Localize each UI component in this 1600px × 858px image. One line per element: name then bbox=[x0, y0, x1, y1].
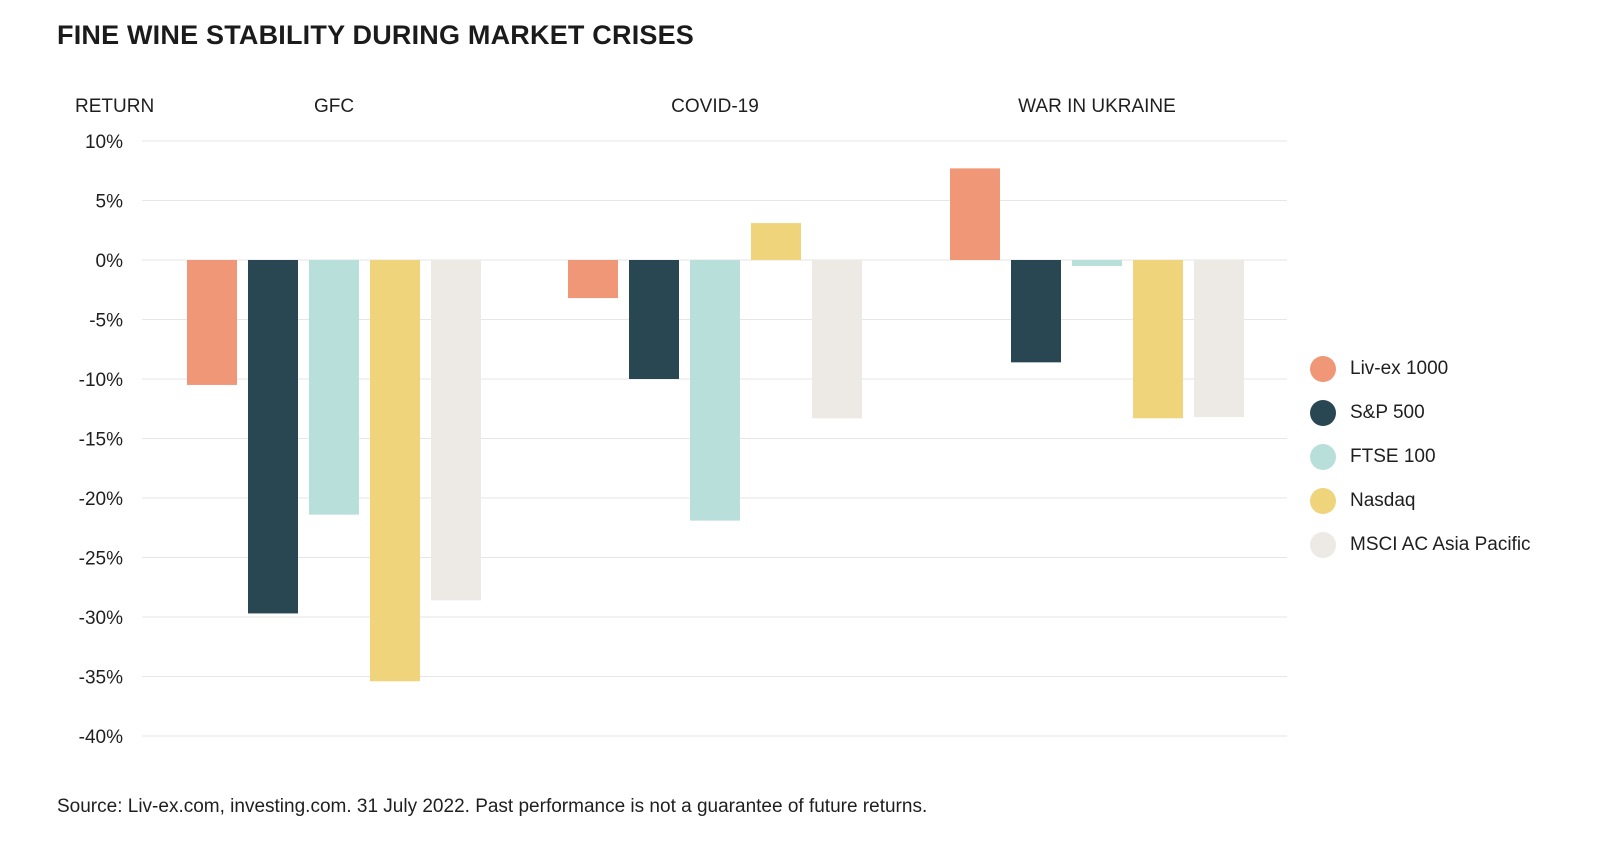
y-tick-label: -25% bbox=[79, 549, 123, 570]
source-note: Source: Liv-ex.com, investing.com. 31 Ju… bbox=[57, 796, 928, 817]
legend-item: Liv-ex 1000 bbox=[1310, 347, 1531, 391]
y-tick-label: -40% bbox=[79, 727, 123, 748]
y-tick-label: 0% bbox=[96, 251, 124, 272]
bar-msci-ac-asia-pacific-war-in-ukraine bbox=[1194, 260, 1244, 418]
legend-label: S&P 500 bbox=[1350, 402, 1425, 423]
y-tick-label: 5% bbox=[96, 192, 124, 213]
bar-s-p-500-covid-19 bbox=[629, 260, 679, 379]
bar-msci-ac-asia-pacific-gfc bbox=[431, 260, 481, 601]
bar-liv-ex-1000-gfc bbox=[187, 260, 237, 385]
y-tick-label: -20% bbox=[79, 489, 123, 510]
bar-nasdaq-covid-19 bbox=[751, 223, 801, 260]
legend-item: Nasdaq bbox=[1310, 479, 1531, 523]
legend-label: MSCI AC Asia Pacific bbox=[1350, 534, 1531, 555]
y-tick-label: -10% bbox=[79, 370, 123, 391]
y-tick-label: -15% bbox=[79, 430, 123, 451]
y-tick-label: -35% bbox=[79, 668, 123, 689]
y-tick-label: -5% bbox=[89, 311, 123, 332]
legend-label: Liv-ex 1000 bbox=[1350, 358, 1449, 379]
y-tick-label: 10% bbox=[85, 132, 123, 153]
legend-label: Nasdaq bbox=[1350, 490, 1416, 511]
y-axis-label: RETURN bbox=[75, 96, 154, 117]
bar-ftse-100-gfc bbox=[309, 260, 359, 515]
y-tick-label: -30% bbox=[79, 608, 123, 629]
legend-item: MSCI AC Asia Pacific bbox=[1310, 523, 1531, 567]
bar-s-p-500-war-in-ukraine bbox=[1011, 260, 1061, 363]
chart-legend: Liv-ex 1000 S&P 500 FTSE 100 Nasdaq MSCI AC … bbox=[1310, 347, 1531, 567]
bar-s-p-500-gfc bbox=[248, 260, 298, 614]
chart-title: FINE WINE STABILITY DURING MARKET CRISES bbox=[57, 20, 695, 50]
legend-item: FTSE 100 bbox=[1310, 435, 1531, 479]
category-label: WAR IN UKRAINE bbox=[1018, 96, 1176, 117]
bar-nasdaq-war-in-ukraine bbox=[1133, 260, 1183, 419]
legend-item: S&P 500 bbox=[1310, 391, 1531, 435]
bar-msci-ac-asia-pacific-covid-19 bbox=[812, 260, 862, 419]
legend-swatch bbox=[1310, 400, 1336, 426]
category-label: COVID-19 bbox=[671, 96, 759, 117]
bar-ftse-100-covid-19 bbox=[690, 260, 740, 521]
category-label: GFC bbox=[314, 96, 354, 117]
legend-label: FTSE 100 bbox=[1350, 446, 1436, 467]
legend-swatch bbox=[1310, 488, 1336, 514]
bar-nasdaq-gfc bbox=[370, 260, 420, 682]
bar-liv-ex-1000-war-in-ukraine bbox=[950, 168, 1000, 260]
legend-swatch bbox=[1310, 532, 1336, 558]
bar-ftse-100-war-in-ukraine bbox=[1072, 260, 1122, 266]
legend-swatch bbox=[1310, 356, 1336, 382]
legend-swatch bbox=[1310, 444, 1336, 470]
bar-liv-ex-1000-covid-19 bbox=[568, 260, 618, 299]
